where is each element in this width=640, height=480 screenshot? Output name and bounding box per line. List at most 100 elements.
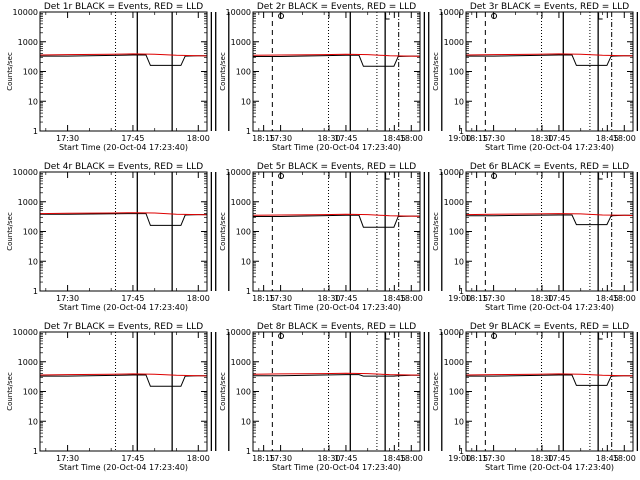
events-series-line [466,214,633,226]
plot-frame [252,171,421,292]
x-tick-label: 18:00 [187,454,210,463]
x-tick-label: 18:00 [613,454,636,463]
y-tick-label: 100 [236,228,251,237]
x-tick-label: 18:30 [530,134,553,143]
y-tick-label: 100 [23,68,38,77]
x-tick-label: 17:30 [56,454,79,463]
x-tick-label: 17:45 [334,134,357,143]
plot-frame [465,171,634,292]
x-tick-label: 18:30 [317,294,340,303]
x-tick-label: 17:30 [482,454,505,463]
y-tick-label: 1000 [444,358,464,367]
x-tick-label: 18:45 [383,134,406,143]
x-tick-label: 18:30 [530,454,553,463]
detector-panel: Det 5r BLACK = Events, RED = LLD 1 10 100 10… [219,162,619,312]
y-axis-label: Counts/sec [6,212,14,251]
chart-title: Det 4r BLACK = Events, RED = LLD [44,162,203,172]
y-tick-label: 10 [241,257,251,266]
lld-series-line [466,53,633,57]
plot-frame [39,11,208,132]
y-axis-label: Counts/sec [432,52,440,91]
y-tick-label: 10 [28,257,38,266]
x-tick-label: 18:30 [317,454,340,463]
y-tick-label: 1000 [18,198,38,207]
y-tick-label: 1 [33,447,38,456]
detector-panel: Det 4r BLACK = Events, RED = LLD 1 10 100 10… [6,162,471,312]
x-tick-label: 18:45 [596,454,619,463]
y-axis-label: Counts/sec [219,372,227,411]
x-tick-label: 18:00 [613,294,636,303]
detector-panel: Det 8r BLACK = Events, RED = LLD 1 10 100 10… [219,322,619,472]
y-tick-label: 10000 [13,328,38,337]
y-tick-label: 10000 [439,168,464,177]
x-tick-label: 17:45 [121,294,144,303]
x-tick-label: 17:45 [547,294,570,303]
plot-frame [252,11,421,132]
x-tick-label: 17:30 [269,134,292,143]
x-tick-label: 18:15 [252,294,275,303]
y-tick-label: 100 [449,388,464,397]
y-tick-label: 10000 [13,8,38,17]
lld-series-line [40,53,207,57]
x-tick-label: 18:00 [613,134,636,143]
plot-frame [252,331,421,452]
events-series-line [253,214,420,228]
l-marker [598,13,603,20]
x-tick-label: 19:00 [448,134,471,143]
plot-frame [39,171,208,292]
y-tick-label: 100 [23,388,38,397]
y-tick-label: 1 [33,287,38,296]
chart-title: Det 8r BLACK = Events, RED = LLD [257,322,416,332]
y-tick-label: 10 [241,417,251,426]
y-tick-label: 100 [449,68,464,77]
y-tick-label: 1 [459,287,464,296]
chart-title: Det 7r BLACK = Events, RED = LLD [44,322,203,332]
y-tick-label: 10 [28,97,38,106]
l-marker [598,173,603,180]
y-tick-label: 1 [246,447,251,456]
y-tick-label: 10000 [439,328,464,337]
y-tick-label: 1000 [18,38,38,47]
x-tick-label: 17:45 [334,294,357,303]
lld-series-line [253,372,420,376]
events-series-line [40,374,207,387]
y-axis-label: Counts/sec [432,372,440,411]
chart-title: Det 2r BLACK = Events, RED = LLD [257,2,416,12]
x-tick-label: 18:30 [317,134,340,143]
x-axis-label: Start Time (20-Oct-04 17:23:40) [485,143,614,152]
events-series-line [466,54,633,66]
chart-title: Det 5r BLACK = Events, RED = LLD [257,162,416,172]
l-marker [385,173,390,180]
y-tick-label: 1000 [444,198,464,207]
x-tick-label: 17:30 [482,294,505,303]
detector-panel: Det 1r BLACK = Events, RED = LLD 1 10 100 10… [6,2,471,152]
y-tick-label: 100 [236,68,251,77]
x-tick-label: 19:00 [448,294,471,303]
chart-title: Det 1r BLACK = Events, RED = LLD [44,2,203,12]
l-marker [385,333,390,340]
y-axis-label: Counts/sec [6,52,14,91]
x-tick-label: 18:15 [465,134,488,143]
lld-series-line [40,373,207,377]
x-tick-label: 18:30 [530,294,553,303]
x-axis-label: Start Time (20-Oct-04 17:23:40) [272,463,401,472]
detector-panel: Det 7r BLACK = Events, RED = LLD 1 10 100 10… [6,322,471,472]
y-tick-label: 1000 [231,198,251,207]
y-tick-label: 10000 [226,8,251,17]
l-marker [598,333,603,340]
lld-series-line [466,373,633,377]
y-tick-label: 10 [28,417,38,426]
x-axis-label: Start Time (20-Oct-04 17:23:40) [485,463,614,472]
x-tick-label: 18:00 [400,134,423,143]
x-tick-label: 18:15 [465,454,488,463]
events-series-line [253,54,420,67]
x-tick-label: 18:00 [187,134,210,143]
y-tick-label: 1 [459,447,464,456]
x-tick-label: 18:45 [596,134,619,143]
l-marker [385,13,390,20]
events-series-line [40,213,207,226]
y-tick-label: 10 [454,97,464,106]
x-tick-label: 18:45 [383,454,406,463]
y-tick-label: 10000 [439,8,464,17]
